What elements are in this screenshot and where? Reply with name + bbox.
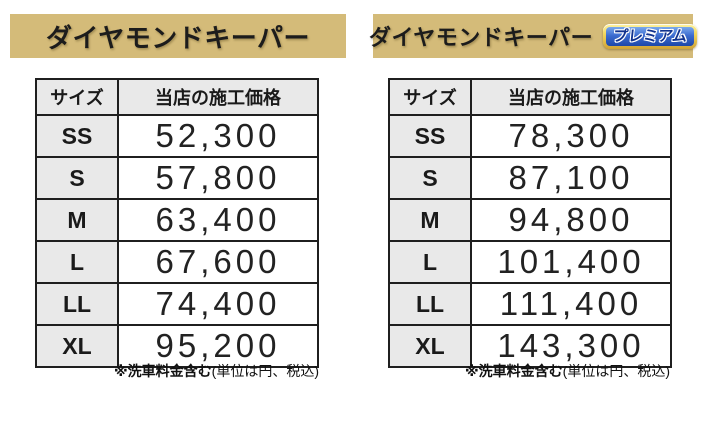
price-cell: 143,300 xyxy=(470,324,672,368)
footnote-bold-text: ※洗車料金含む xyxy=(114,363,212,379)
price-table-diamond-keeper-premium: サイズ 当店の施工価格 SS 78,300 S 87,100 M 94,800 … xyxy=(388,78,672,368)
table-row: XL 95,200 xyxy=(35,324,319,368)
table-header-row: サイズ 当店の施工価格 xyxy=(35,78,319,116)
price-cell: 52,300 xyxy=(117,114,319,158)
footnote-bold-text: ※洗車料金含む xyxy=(465,363,563,379)
premium-badge: プレミアム xyxy=(603,23,698,49)
table-row: LL 111,400 xyxy=(388,282,672,326)
size-cell: L xyxy=(388,240,472,284)
size-cell: SS xyxy=(35,114,119,158)
size-cell: S xyxy=(388,156,472,200)
footnote-normal-text: (単位は円、税込) xyxy=(211,363,319,379)
price-cell: 95,200 xyxy=(117,324,319,368)
price-cell: 67,600 xyxy=(117,240,319,284)
table-row: XL 143,300 xyxy=(388,324,672,368)
footnote: ※洗車料金含む(単位は円、税込) xyxy=(465,361,670,381)
price-cell: 87,100 xyxy=(470,156,672,200)
size-cell: LL xyxy=(35,282,119,326)
table-row: S 87,100 xyxy=(388,156,672,200)
size-cell: M xyxy=(35,198,119,242)
table-row: M 63,400 xyxy=(35,198,319,242)
title-band-diamond-keeper: ダイヤモンドキーパー xyxy=(10,14,346,58)
size-cell: XL xyxy=(388,324,472,368)
size-cell: M xyxy=(388,198,472,242)
size-cell: XL xyxy=(35,324,119,368)
panel-title: ダイヤモンドキーパー xyxy=(368,25,594,50)
price-column-header: 当店の施工価格 xyxy=(470,78,672,116)
panel-title: ダイヤモンドキーパー xyxy=(46,22,310,53)
size-cell: LL xyxy=(388,282,472,326)
footnote-normal-text: (単位は円、税込) xyxy=(562,363,670,379)
size-column-header: サイズ xyxy=(35,78,119,116)
premium-badge-label: プレミアム xyxy=(612,27,688,45)
table-row: M 94,800 xyxy=(388,198,672,242)
size-cell: S xyxy=(35,156,119,200)
price-cell: 111,400 xyxy=(470,282,672,326)
price-cell: 63,400 xyxy=(117,198,319,242)
table-row: SS 78,300 xyxy=(388,114,672,158)
price-cell: 101,400 xyxy=(470,240,672,284)
table-row: S 57,800 xyxy=(35,156,319,200)
footnote: ※洗車料金含む(単位は円、税込) xyxy=(114,361,319,381)
price-column-header: 当店の施工価格 xyxy=(117,78,319,116)
premium-badge-inner: プレミアム xyxy=(606,26,695,46)
price-table-diamond-keeper: サイズ 当店の施工価格 SS 52,300 S 57,800 M 63,400 … xyxy=(35,78,319,368)
table-row: LL 74,400 xyxy=(35,282,319,326)
table-row: SS 52,300 xyxy=(35,114,319,158)
size-column-header: サイズ xyxy=(388,78,472,116)
price-cell: 78,300 xyxy=(470,114,672,158)
title-band-diamond-keeper-premium: ダイヤモンドキーパー プレミアム xyxy=(369,14,698,58)
price-cell: 94,800 xyxy=(470,198,672,242)
size-cell: L xyxy=(35,240,119,284)
size-cell: SS xyxy=(388,114,472,158)
table-row: L 101,400 xyxy=(388,240,672,284)
price-cell: 57,800 xyxy=(117,156,319,200)
table-row: L 67,600 xyxy=(35,240,319,284)
table-header-row: サイズ 当店の施工価格 xyxy=(388,78,672,116)
price-cell: 74,400 xyxy=(117,282,319,326)
